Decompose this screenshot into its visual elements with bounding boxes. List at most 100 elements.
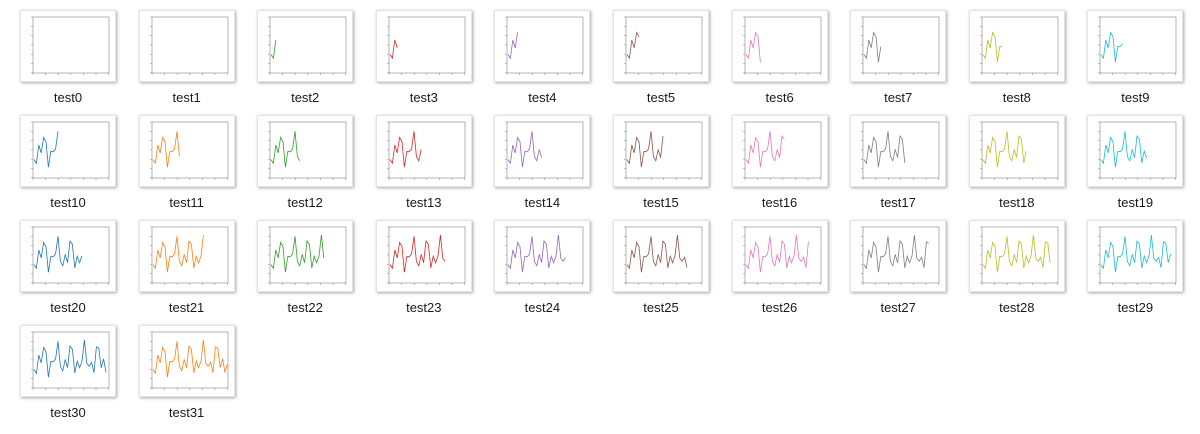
thumbnail <box>613 10 709 82</box>
file-item[interactable]: test5 <box>603 10 719 114</box>
file-item[interactable]: test15 <box>603 115 719 219</box>
plot-frame <box>625 226 703 284</box>
file-name: test31 <box>168 405 205 420</box>
file-name: test9 <box>1121 90 1150 105</box>
file-name: test20 <box>50 300 86 315</box>
file-item[interactable]: test27 <box>840 220 956 324</box>
thumbnail-plot <box>268 226 347 285</box>
file-item[interactable]: test29 <box>1077 220 1193 324</box>
plot-frame <box>388 226 465 284</box>
file-item[interactable]: test14 <box>484 115 600 219</box>
thumbnail-plot <box>861 16 940 75</box>
file-item[interactable]: test25 <box>603 220 719 324</box>
thumbnail-plot <box>149 16 228 75</box>
thumbnail <box>968 10 1065 82</box>
file-item[interactable]: test20 <box>10 220 126 324</box>
thumbnail <box>613 220 709 292</box>
thumbnail <box>20 10 116 82</box>
thumbnail-plot <box>1098 226 1177 285</box>
file-name: test23 <box>406 300 442 315</box>
thumbnail <box>257 115 354 187</box>
file-item[interactable]: test11 <box>129 115 245 219</box>
plot-frame <box>32 226 110 284</box>
thumbnail-line <box>389 39 398 60</box>
thumbnail <box>968 220 1065 292</box>
thumbnail-plot <box>149 121 228 180</box>
plot-frame <box>1100 16 1177 74</box>
file-name: test3 <box>409 90 438 105</box>
thumbnail-line <box>33 340 107 378</box>
thumbnail <box>20 220 116 292</box>
thumbnail-line <box>1101 235 1172 273</box>
thumbnail <box>613 115 709 187</box>
plot-frame <box>151 16 228 74</box>
file-item[interactable]: test21 <box>129 220 245 324</box>
file-item[interactable]: test31 <box>129 325 245 429</box>
file-name: test2 <box>291 90 320 105</box>
plot-frame <box>1100 121 1177 179</box>
thumbnail-plot <box>1098 121 1177 180</box>
file-item[interactable]: test16 <box>722 115 838 219</box>
thumbnail-plot <box>742 121 821 180</box>
plot-frame <box>625 16 703 74</box>
thumbnail-line <box>152 131 180 168</box>
thumbnail <box>257 220 354 292</box>
file-item[interactable]: test28 <box>959 220 1075 324</box>
file-item[interactable]: test6 <box>722 10 838 114</box>
file-item[interactable]: test22 <box>247 220 363 324</box>
plot-frame <box>1100 226 1177 284</box>
plot-frame <box>32 331 110 389</box>
file-item[interactable]: test7 <box>840 10 956 114</box>
plot-frame <box>981 226 1058 284</box>
thumbnail-line <box>1101 31 1124 63</box>
file-name: test21 <box>168 300 205 315</box>
file-item[interactable]: test4 <box>484 10 600 114</box>
plot-frame <box>744 121 821 179</box>
file-item[interactable]: test19 <box>1077 115 1193 219</box>
thumbnail <box>138 115 235 187</box>
thumbnail <box>968 115 1065 187</box>
plot-frame <box>151 226 228 284</box>
file-item[interactable]: test0 <box>10 10 126 114</box>
file-item[interactable]: test13 <box>366 115 482 219</box>
file-item[interactable]: test30 <box>10 325 126 429</box>
file-name: test4 <box>528 90 557 105</box>
thumbnail-line <box>1101 131 1148 168</box>
file-item[interactable]: test23 <box>366 220 482 324</box>
plot-frame <box>388 121 465 179</box>
file-item[interactable]: test3 <box>366 10 482 114</box>
file-item[interactable]: test12 <box>247 115 363 219</box>
thumbnail-line <box>508 32 519 60</box>
file-item[interactable]: test8 <box>959 10 1075 114</box>
thumbnail-plot <box>386 16 465 75</box>
file-name: test29 <box>1117 300 1154 315</box>
file-item[interactable]: test9 <box>1077 10 1193 114</box>
thumbnail-line <box>626 31 640 60</box>
file-item[interactable]: test2 <box>247 10 363 114</box>
thumbnail-line <box>33 131 59 168</box>
file-item[interactable]: test10 <box>10 115 126 219</box>
plot-frame <box>507 121 584 179</box>
thumbnail-line <box>745 131 785 168</box>
file-item[interactable]: test18 <box>959 115 1075 219</box>
file-name: test12 <box>287 195 323 210</box>
plot-frame <box>151 121 228 179</box>
file-item[interactable]: test1 <box>129 10 245 114</box>
thumbnail-plot <box>979 121 1058 180</box>
thumbnail <box>375 220 472 292</box>
thumbnail-plot <box>505 226 584 285</box>
thumbnail-plot <box>386 121 465 180</box>
thumbnail-line <box>152 340 228 378</box>
thumbnail-line <box>982 131 1027 168</box>
thumbnail <box>20 115 116 187</box>
thumbnail-plot <box>149 331 228 390</box>
file-item[interactable]: test17 <box>840 115 956 219</box>
thumbnail-line <box>270 39 277 60</box>
file-item[interactable]: test26 <box>722 220 838 324</box>
plot-frame <box>507 16 584 74</box>
thumbnail-plot <box>505 16 584 75</box>
thumbnail-line <box>152 235 204 273</box>
file-item[interactable]: test24 <box>484 220 600 324</box>
